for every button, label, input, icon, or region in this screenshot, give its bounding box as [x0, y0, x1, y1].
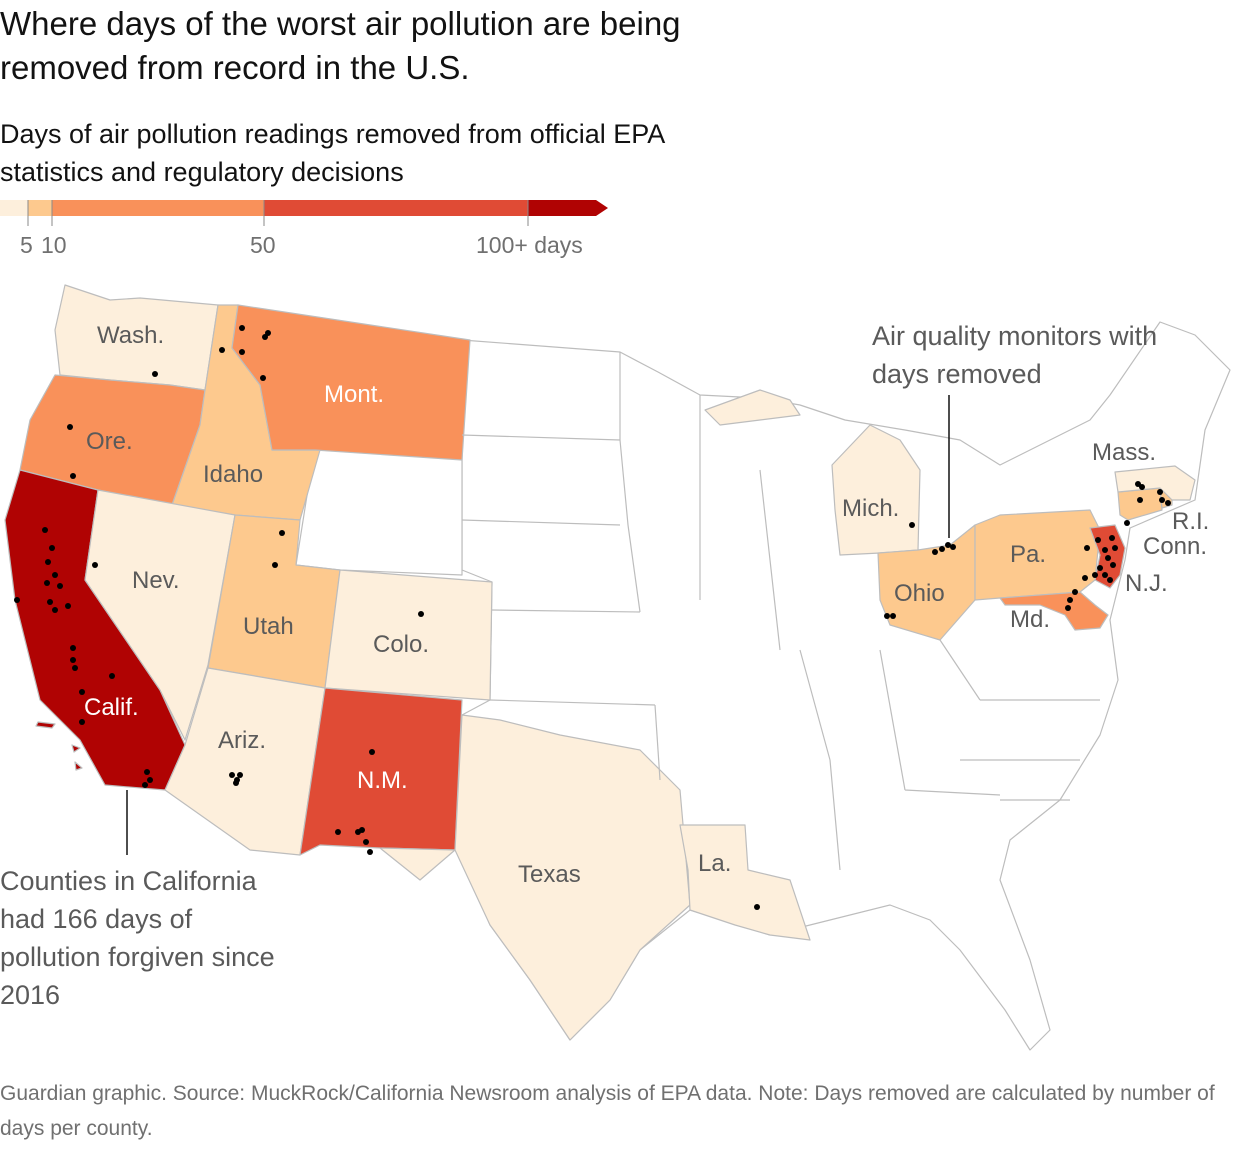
label-mich: Mich.	[842, 495, 900, 522]
label-mont: Mont.	[324, 381, 385, 408]
label-la: La.	[698, 850, 732, 877]
color-scale-legend	[0, 200, 608, 226]
scale-label-5: 5	[20, 232, 33, 258]
label-colo: Colo.	[373, 631, 430, 658]
scale-label-10: 10	[41, 232, 67, 258]
chart-title: Where days of the worst air pollution ar…	[0, 5, 681, 86]
california-annotation: Counties in California had 166 days of p…	[0, 866, 275, 1010]
label-pa: Pa.	[1010, 541, 1047, 568]
label-nev: Nev.	[132, 567, 180, 594]
interior-state-lines	[461, 352, 1100, 871]
state-wyoming	[295, 444, 463, 576]
source-footer: Guardian graphic. Source: MuckRock/Calif…	[0, 1082, 1215, 1140]
monitors-annotation: Air quality monitors with days removed	[872, 321, 1158, 389]
state-texas	[379, 714, 691, 1041]
california-islands	[35, 721, 83, 771]
scale-bin-0-5	[0, 200, 28, 216]
scale-bin-5-10	[28, 200, 52, 216]
scale-bin-50-100	[264, 200, 528, 216]
label-conn: Conn.	[1143, 533, 1208, 560]
label-utah: Utah	[243, 613, 294, 640]
scale-bin-10-50	[52, 200, 264, 216]
label-ariz: Ariz.	[218, 727, 266, 754]
label-ri: R.I.	[1172, 508, 1210, 535]
state-maryland	[999, 591, 1109, 631]
label-ore: Ore.	[86, 428, 133, 455]
label-mass: Mass.	[1092, 439, 1157, 466]
state-montana	[231, 304, 471, 461]
label-wash: Wash.	[97, 322, 165, 349]
scale-label-50: 50	[250, 232, 276, 258]
label-ohio: Ohio	[894, 580, 945, 607]
chart-subtitle: Days of air pollution readings removed f…	[0, 119, 664, 187]
scale-bin-100-plus	[528, 200, 608, 216]
label-calif: Calif.	[84, 694, 139, 721]
state-massachusetts	[1114, 465, 1196, 501]
us-map	[4, 284, 1231, 1051]
state-louisiana	[679, 824, 811, 941]
label-texas: Texas	[518, 861, 581, 888]
label-nj: N.J.	[1125, 570, 1168, 597]
label-idaho: Idaho	[203, 461, 264, 488]
scale-label-100: 100+ days	[476, 232, 583, 258]
label-nm: N.M.	[357, 767, 408, 794]
monitor-dots	[14, 325, 1171, 910]
label-md: Md.	[1010, 606, 1051, 633]
